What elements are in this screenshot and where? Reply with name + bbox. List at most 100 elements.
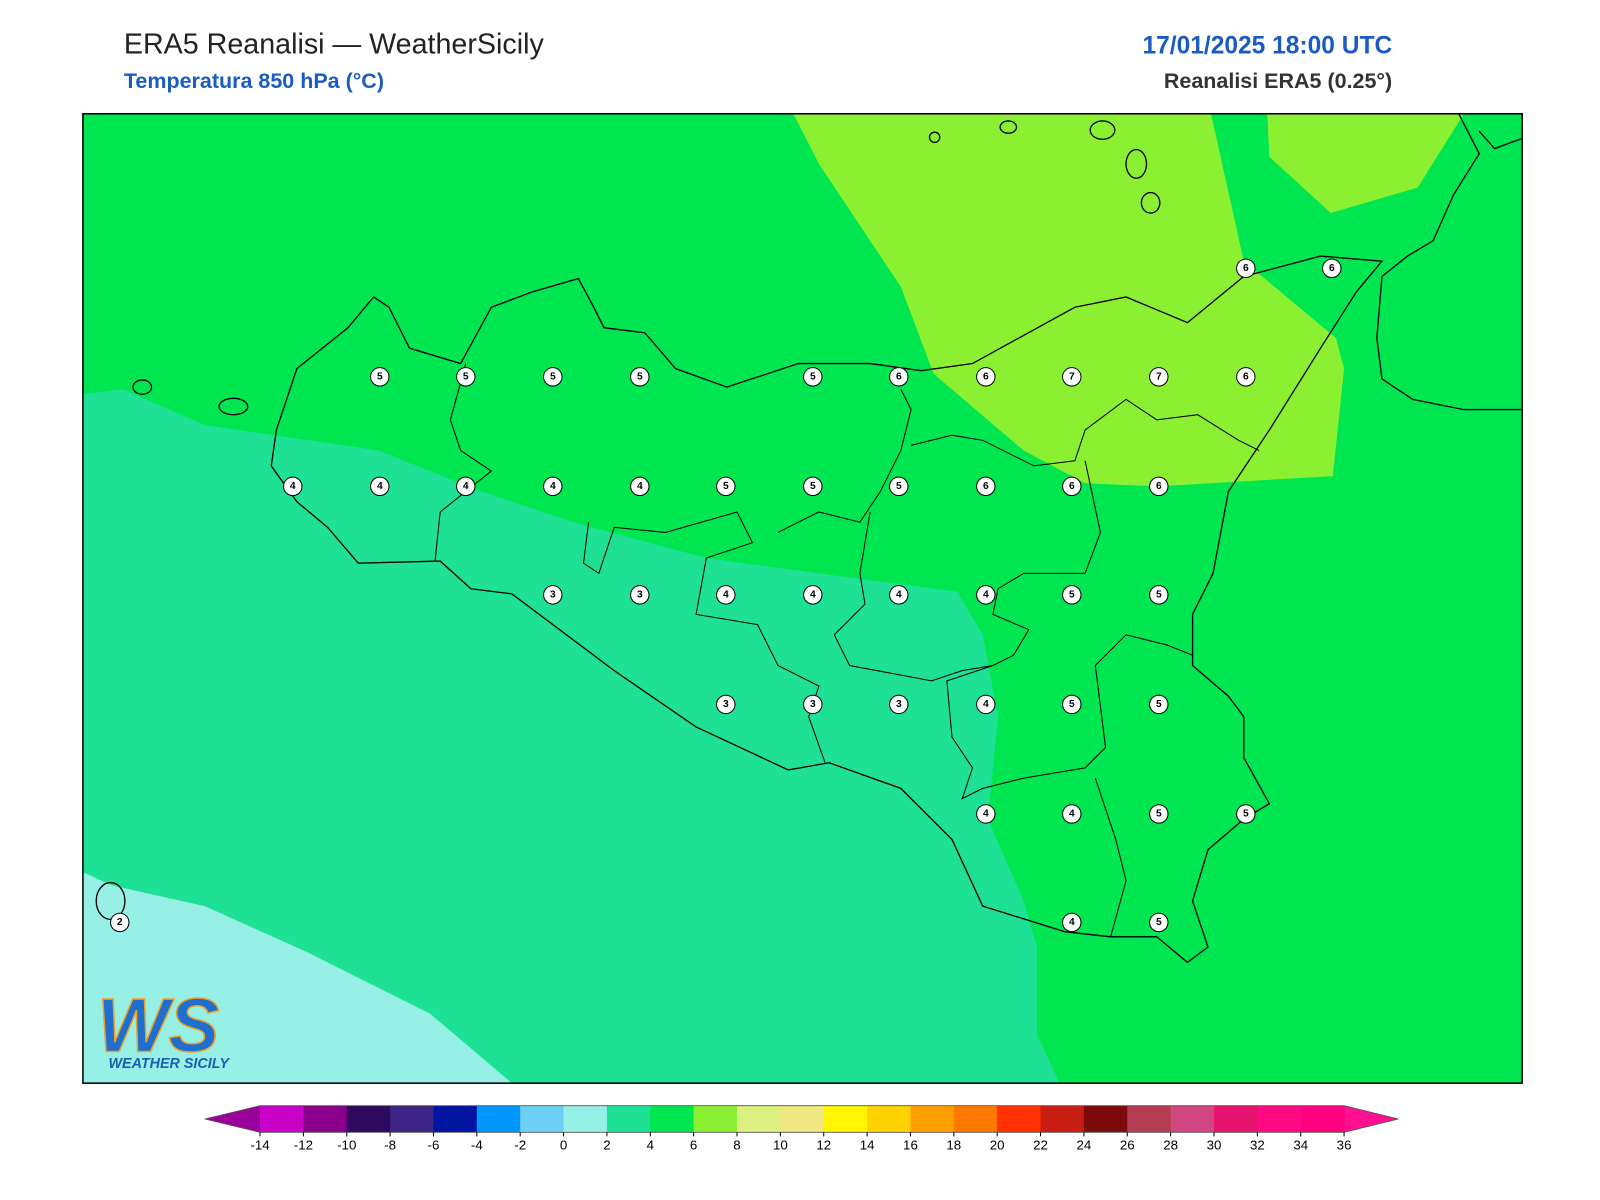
point-value: 5 [1156,589,1162,600]
point-value: 6 [1156,481,1162,492]
point-value: 3 [637,589,643,600]
province-borders [434,363,1260,937]
colorbar-segment [1213,1105,1258,1133]
point-marker [1149,694,1169,715]
datetime: 17/01/2025 18:00 UTC [1142,32,1392,59]
colorbar-tick-label: 18 [946,1138,961,1153]
point-marker [803,585,823,605]
point-marker [1149,367,1169,387]
point-value: 3 [723,699,729,710]
colorbar-segment [823,1105,868,1133]
colorbar-segment [520,1105,565,1133]
point-marker [1062,367,1082,387]
point-marker [716,476,736,497]
point-value: 4 [723,589,729,600]
point-marker [456,367,476,387]
colorbar-segment [433,1105,478,1133]
colorbar-segment [737,1105,781,1133]
point-value: 6 [1243,371,1249,382]
point-marker [803,694,823,715]
colorbar-tick-label: 36 [1337,1138,1352,1153]
point-value: 5 [1069,589,1075,600]
point-value: 5 [896,481,902,492]
colorbar-tick-label: 0 [560,1138,567,1153]
point-marker [1149,476,1169,497]
colorbar-segment [867,1105,911,1133]
point-value: 7 [1069,371,1075,382]
colorbar-extend-high [1344,1105,1399,1133]
point-marker [543,476,563,497]
point-marker [976,804,996,824]
colorbar-tick-label: 8 [733,1138,740,1153]
point-value: 4 [810,589,816,600]
colorbar-tick-label: -8 [384,1138,396,1153]
point-value: 6 [896,371,902,382]
point-value: 5 [810,371,816,382]
contour-region [82,389,1060,1084]
colorbar-segment [1127,1105,1172,1133]
island [218,397,249,416]
point-marker [1062,804,1082,824]
point-value: 4 [1069,917,1075,928]
colorbar-tick-label: 12 [816,1138,831,1153]
point-value: 5 [1243,808,1249,819]
colorbar-segment [606,1105,651,1133]
colorbar-segment [390,1105,434,1133]
colorbar-tick-label: 28 [1163,1138,1178,1153]
colorbar-tick-label: 14 [860,1138,875,1153]
colorbar-tick-label: 10 [773,1138,788,1153]
point-marker [1149,585,1169,605]
subtitle: Temperatura 850 hPa (°C) [124,69,384,93]
point-value: 2 [117,917,123,928]
point-marker [1149,804,1169,824]
point-value: 3 [896,699,902,710]
colorbar-tick-label: -6 [428,1138,440,1153]
island [999,120,1018,134]
point-value: 4 [377,481,383,492]
colorbar-tick-label: 6 [690,1138,697,1153]
point-value: 5 [377,371,383,382]
colorbar-tick-label: -4 [471,1138,483,1153]
point-marker [889,367,909,387]
point-marker [889,585,909,605]
point-value: 7 [1156,371,1162,382]
logo-name: WEATHER SICILY [109,1056,231,1072]
colorbar-segment [303,1105,348,1133]
colorbar-tick-label: -12 [294,1138,313,1153]
point-marker [976,694,996,715]
point-value: 5 [550,371,556,382]
point-marker [716,585,736,605]
point-marker [543,585,563,605]
point-marker [1062,694,1082,715]
colorbar-tick-label: -14 [250,1138,269,1153]
point-value: 3 [810,699,816,710]
colorbar-segment [953,1105,998,1133]
colorbar-segment [910,1105,955,1133]
colorbar-tick-label: 20 [990,1138,1005,1153]
point-value: 5 [637,371,643,382]
point-value: 4 [983,808,989,819]
colorbar-segment [1170,1105,1215,1133]
colorbar-segment [1040,1105,1085,1133]
point-value: 4 [896,589,902,600]
logo: WS WEATHER SICILY [96,983,231,1072]
colorbar: -14 -12 -10 -8 -6 -4 -2 0 2 4 6 8 10 12 14 16 18 20 22 24 26… [204,1105,1399,1153]
map-frame [82,112,1523,1084]
calabria-coast [1376,113,1523,411]
point-value: 5 [1156,699,1162,710]
point-marker [543,367,563,387]
colorbar-extend-low [204,1105,261,1133]
point-value: 4 [983,589,989,600]
point-value: 5 [1156,808,1162,819]
point-value: 4 [983,699,989,710]
point-value: 5 [1069,699,1075,710]
point-value: 5 [463,371,469,382]
colorbar-segment [1300,1105,1345,1133]
point-marker [976,585,996,605]
point-value: 4 [637,481,643,492]
point-value: 6 [983,481,989,492]
point-value: 5 [810,481,816,492]
colorbar-tick-label: 30 [1207,1138,1222,1153]
point-marker [1062,476,1082,497]
